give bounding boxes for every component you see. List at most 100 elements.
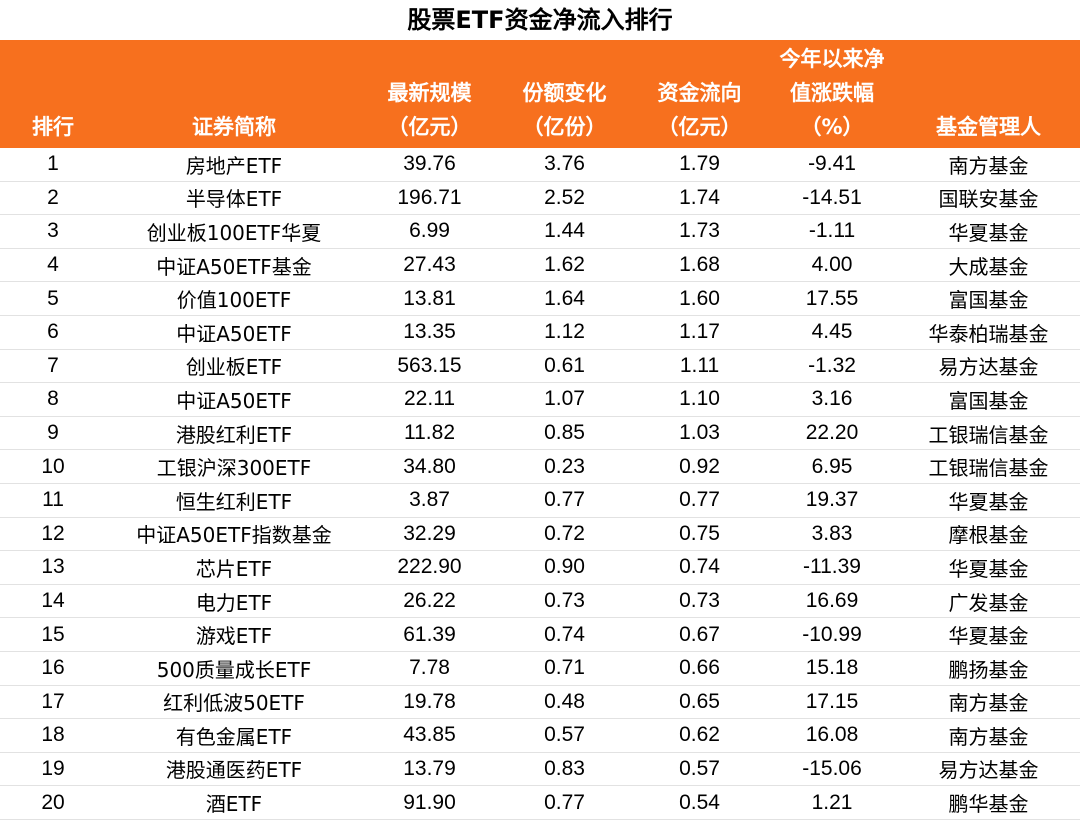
table-row: 11 恒生红利ETF 3.87 0.77 0.77 19.37 华夏基金	[0, 483, 1080, 518]
share-change-cell: 1.44	[497, 214, 632, 249]
rank-cell: 3	[0, 214, 106, 249]
header-share-change: 份额变化 （亿份）	[497, 40, 632, 148]
manager-cell: 南方基金	[897, 685, 1080, 720]
scale-cell: 43.85	[362, 718, 497, 753]
ytd-change-cell: -1.32	[767, 349, 897, 384]
rank-cell: 14	[0, 584, 106, 619]
scale-cell: 27.43	[362, 248, 497, 283]
security-name-cell: 酒ETF	[106, 785, 362, 820]
scale-cell: 32.29	[362, 517, 497, 552]
rank-cell: 8	[0, 382, 106, 417]
table-title: 股票ETF资金净流入排行	[407, 6, 673, 34]
scale-cell: 39.76	[362, 148, 497, 182]
table-row: 16 500质量成长ETF 7.78 0.71 0.66 15.18 鹏扬基金	[0, 651, 1080, 686]
header-row: 排行 证券简称 最新规模 （亿元） 份额变化 （亿份） 资金流向 （亿元） 今年以来净…	[0, 40, 1080, 148]
table-row: 17 红利低波50ETF 19.78 0.48 0.65 17.15 南方基金	[0, 685, 1080, 720]
manager-cell: 工银瑞信基金	[897, 449, 1080, 484]
manager-cell: 南方基金	[897, 718, 1080, 753]
manager-cell: 易方达基金	[897, 349, 1080, 384]
fund-flow-cell: 1.74	[632, 181, 767, 216]
fund-flow-cell: 0.57	[632, 752, 767, 787]
fund-flow-cell: 1.60	[632, 281, 767, 316]
header-line: （亿元）	[387, 115, 472, 139]
ytd-change-cell: -10.99	[767, 617, 897, 652]
ytd-change-cell: 1.21	[767, 785, 897, 820]
security-name-cell: 港股通医药ETF	[106, 752, 362, 787]
fund-flow-cell: 0.65	[632, 685, 767, 720]
security-name-cell: 红利低波50ETF	[106, 685, 362, 720]
share-change-cell: 1.64	[497, 281, 632, 316]
ytd-change-cell: 17.15	[767, 685, 897, 720]
header-line: 值涨跌幅	[790, 81, 874, 105]
manager-cell: 鹏华基金	[897, 785, 1080, 820]
share-change-cell: 2.52	[497, 181, 632, 216]
table-row: 1 房地产ETF 39.76 3.76 1.79 -9.41 南方基金	[0, 148, 1080, 182]
manager-cell: 鹏扬基金	[897, 651, 1080, 686]
fund-flow-cell: 0.67	[632, 617, 767, 652]
rank-cell: 18	[0, 718, 106, 753]
table-row: 18 有色金属ETF 43.85 0.57 0.62 16.08 南方基金	[0, 718, 1080, 753]
manager-cell: 富国基金	[897, 281, 1080, 316]
scale-cell: 22.11	[362, 382, 497, 417]
table-row: 20 酒ETF 91.90 0.77 0.54 1.21 鹏华基金	[0, 785, 1080, 820]
table-row: 9 港股红利ETF 11.82 0.85 1.03 22.20 工银瑞信基金	[0, 416, 1080, 451]
security-name-cell: 中证A50ETF基金	[106, 248, 362, 283]
security-name-cell: 游戏ETF	[106, 617, 362, 652]
header-line: 资金流向	[657, 81, 742, 105]
header-manager: 基金管理人	[897, 40, 1080, 148]
share-change-cell: 0.77	[497, 483, 632, 518]
table-row: 13 芯片ETF 222.90 0.90 0.74 -11.39 华夏基金	[0, 550, 1080, 585]
ytd-change-cell: -9.41	[767, 148, 897, 182]
rank-cell: 1	[0, 148, 106, 182]
header-line: 排行	[32, 115, 74, 139]
rank-cell: 19	[0, 752, 106, 787]
share-change-cell: 0.85	[497, 416, 632, 451]
share-change-cell: 1.12	[497, 315, 632, 350]
ytd-change-cell: 4.00	[767, 248, 897, 283]
scale-cell: 26.22	[362, 584, 497, 619]
header-scale: 最新规模 （亿元）	[362, 40, 497, 148]
scale-cell: 91.90	[362, 785, 497, 820]
scale-cell: 13.81	[362, 281, 497, 316]
manager-cell: 富国基金	[897, 382, 1080, 417]
manager-cell: 大成基金	[897, 248, 1080, 283]
scale-cell: 7.78	[362, 651, 497, 686]
security-name-cell: 港股红利ETF	[106, 416, 362, 451]
share-change-cell: 0.73	[497, 584, 632, 619]
manager-cell: 华夏基金	[897, 214, 1080, 249]
scale-cell: 563.15	[362, 349, 497, 384]
share-change-cell: 0.74	[497, 617, 632, 652]
ytd-change-cell: 3.16	[767, 382, 897, 417]
manager-cell: 华夏基金	[897, 617, 1080, 652]
scale-cell: 34.80	[362, 449, 497, 484]
header-ytd-change: 今年以来净 值涨跌幅 （%）	[767, 40, 897, 148]
security-name-cell: 中证A50ETF	[106, 382, 362, 417]
security-name-cell: 创业板100ETF华夏	[106, 214, 362, 249]
scale-cell: 3.87	[362, 483, 497, 518]
table-row: 15 游戏ETF 61.39 0.74 0.67 -10.99 华夏基金	[0, 617, 1080, 652]
share-change-cell: 0.61	[497, 349, 632, 384]
share-change-cell: 0.71	[497, 651, 632, 686]
security-name-cell: 创业板ETF	[106, 349, 362, 384]
fund-flow-cell: 1.68	[632, 248, 767, 283]
header-line: 最新规模	[387, 81, 472, 105]
rank-cell: 16	[0, 651, 106, 686]
ytd-change-cell: 3.83	[767, 517, 897, 552]
scale-cell: 11.82	[362, 416, 497, 451]
fund-flow-cell: 1.17	[632, 315, 767, 350]
manager-cell: 南方基金	[897, 148, 1080, 182]
table-row: 4 中证A50ETF基金 27.43 1.62 1.68 4.00 大成基金	[0, 248, 1080, 283]
ytd-change-cell: -1.11	[767, 214, 897, 249]
rank-cell: 13	[0, 550, 106, 585]
table-row: 12 中证A50ETF指数基金 32.29 0.72 0.75 3.83 摩根基金	[0, 517, 1080, 552]
rank-cell: 7	[0, 349, 106, 384]
share-change-cell: 1.07	[497, 382, 632, 417]
manager-cell: 华夏基金	[897, 550, 1080, 585]
fund-flow-cell: 0.62	[632, 718, 767, 753]
manager-cell: 工银瑞信基金	[897, 416, 1080, 451]
fund-flow-cell: 0.77	[632, 483, 767, 518]
security-name-cell: 芯片ETF	[106, 550, 362, 585]
table-row: 6 中证A50ETF 13.35 1.12 1.17 4.45 华泰柏瑞基金	[0, 315, 1080, 350]
table-row: 8 中证A50ETF 22.11 1.07 1.10 3.16 富国基金	[0, 382, 1080, 417]
header-line: （亿元）	[657, 115, 742, 139]
